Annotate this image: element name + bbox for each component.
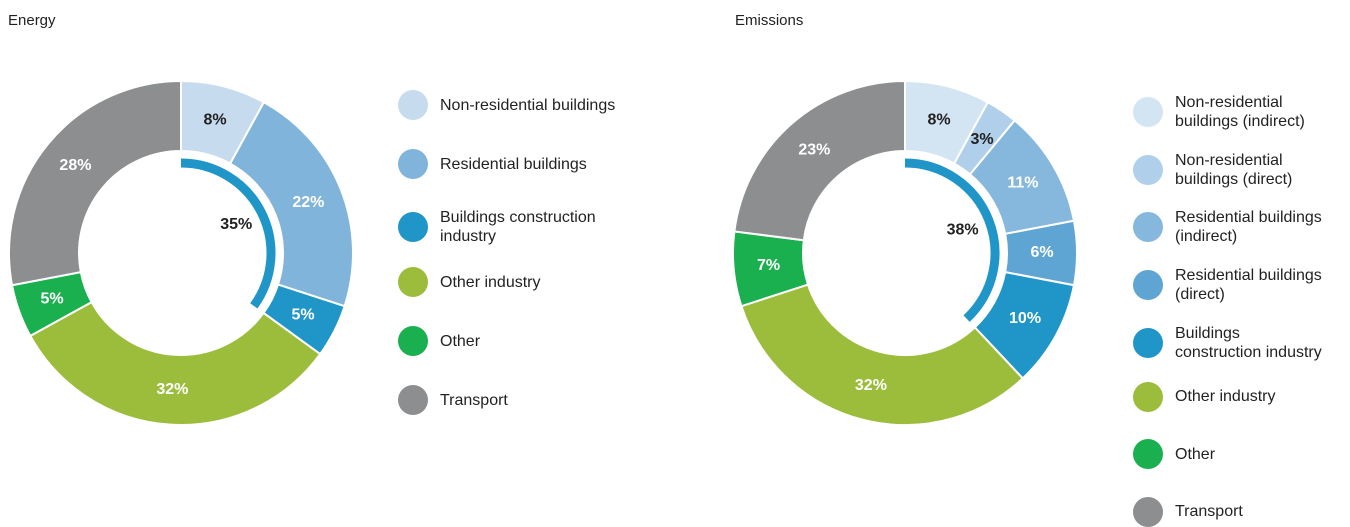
legend-swatch xyxy=(398,385,428,415)
legend-label: Non-residential buildings (indirect) xyxy=(1175,94,1305,130)
donut-segment xyxy=(740,283,1025,426)
legend-label: Transport xyxy=(1175,503,1243,521)
segment-label: 6% xyxy=(1030,244,1053,261)
chart-title: Energy xyxy=(8,12,56,29)
segment-label: 3% xyxy=(970,131,993,148)
legend-swatch xyxy=(1133,154,1163,185)
legend-swatch xyxy=(1133,97,1163,127)
segment-label: 32% xyxy=(156,381,188,398)
segment-label: 7% xyxy=(757,257,780,274)
donut-segment xyxy=(733,79,906,242)
segment-label: 23% xyxy=(798,141,830,158)
legend-item: Residential buildings (direct) xyxy=(1133,266,1323,304)
legend-label: Buildings construction industry xyxy=(1175,324,1322,361)
donut-segment xyxy=(228,100,354,308)
legend-swatch xyxy=(398,267,428,297)
highlight-label: 35% xyxy=(220,216,252,233)
legend-label: Residential buildings (direct) xyxy=(1175,267,1322,304)
chart-title: Emissions xyxy=(735,12,804,29)
legend-label: Other industry xyxy=(440,273,541,291)
donut-segment xyxy=(8,79,182,287)
legend-label: Residential buildings xyxy=(440,155,587,173)
legend-item: Residential buildings xyxy=(398,149,628,179)
legend-swatch xyxy=(398,326,428,356)
legend-item: Other industry xyxy=(398,267,628,297)
segment-label: 28% xyxy=(59,157,91,174)
legend-item: Buildings construction industry xyxy=(398,208,628,246)
legend-swatch xyxy=(1133,212,1163,243)
legend-item: Transport xyxy=(1133,496,1323,527)
segment-label: 11% xyxy=(1007,174,1038,191)
legend-swatch xyxy=(398,212,428,242)
legend-item: Other xyxy=(398,326,628,356)
legend-item: Other xyxy=(1133,439,1323,470)
segment-label: 10% xyxy=(1009,310,1041,327)
segment-label: 8% xyxy=(928,112,951,129)
segment-label: 8% xyxy=(204,112,227,129)
legend-swatch xyxy=(1133,496,1163,527)
legend-swatch xyxy=(398,149,428,179)
legend-label: Residential buildings (indirect) xyxy=(1175,209,1322,246)
legend-swatch xyxy=(1133,327,1163,358)
legend-item: Buildings construction industry xyxy=(1133,324,1323,362)
legend-label: Non-residential buildings xyxy=(440,96,616,114)
legend-label: Buildings construction industry xyxy=(440,209,596,245)
donut-segment xyxy=(28,300,322,426)
legend-item: Non-residential buildings (indirect) xyxy=(1133,93,1323,131)
legend-item: Non-residential buildings (direct) xyxy=(1133,151,1323,189)
legend-swatch xyxy=(1133,381,1163,412)
segment-label: 5% xyxy=(292,306,315,323)
legend-item: Residential buildings (indirect) xyxy=(1133,208,1323,246)
legend-swatch xyxy=(398,90,428,120)
highlight-label: 38% xyxy=(947,221,979,238)
highlight-arc xyxy=(180,158,276,309)
legend-item: Non-residential buildings xyxy=(398,90,628,120)
legend-item: Transport xyxy=(398,385,628,415)
segment-label: 5% xyxy=(41,291,64,308)
legend-label: Other xyxy=(1175,445,1216,463)
legend-label: Other industry xyxy=(1175,388,1276,405)
legend-swatch xyxy=(1133,439,1163,470)
legend-label: Other xyxy=(440,332,481,350)
legend-label: Transport xyxy=(440,391,508,409)
segment-label: 32% xyxy=(855,377,887,394)
segment-label: 22% xyxy=(292,194,324,211)
highlight-arc xyxy=(904,158,1000,322)
legend-item: Other industry xyxy=(1133,381,1323,412)
legend-label: Non-residential buildings (direct) xyxy=(1175,151,1293,188)
legend-swatch xyxy=(1133,270,1163,301)
